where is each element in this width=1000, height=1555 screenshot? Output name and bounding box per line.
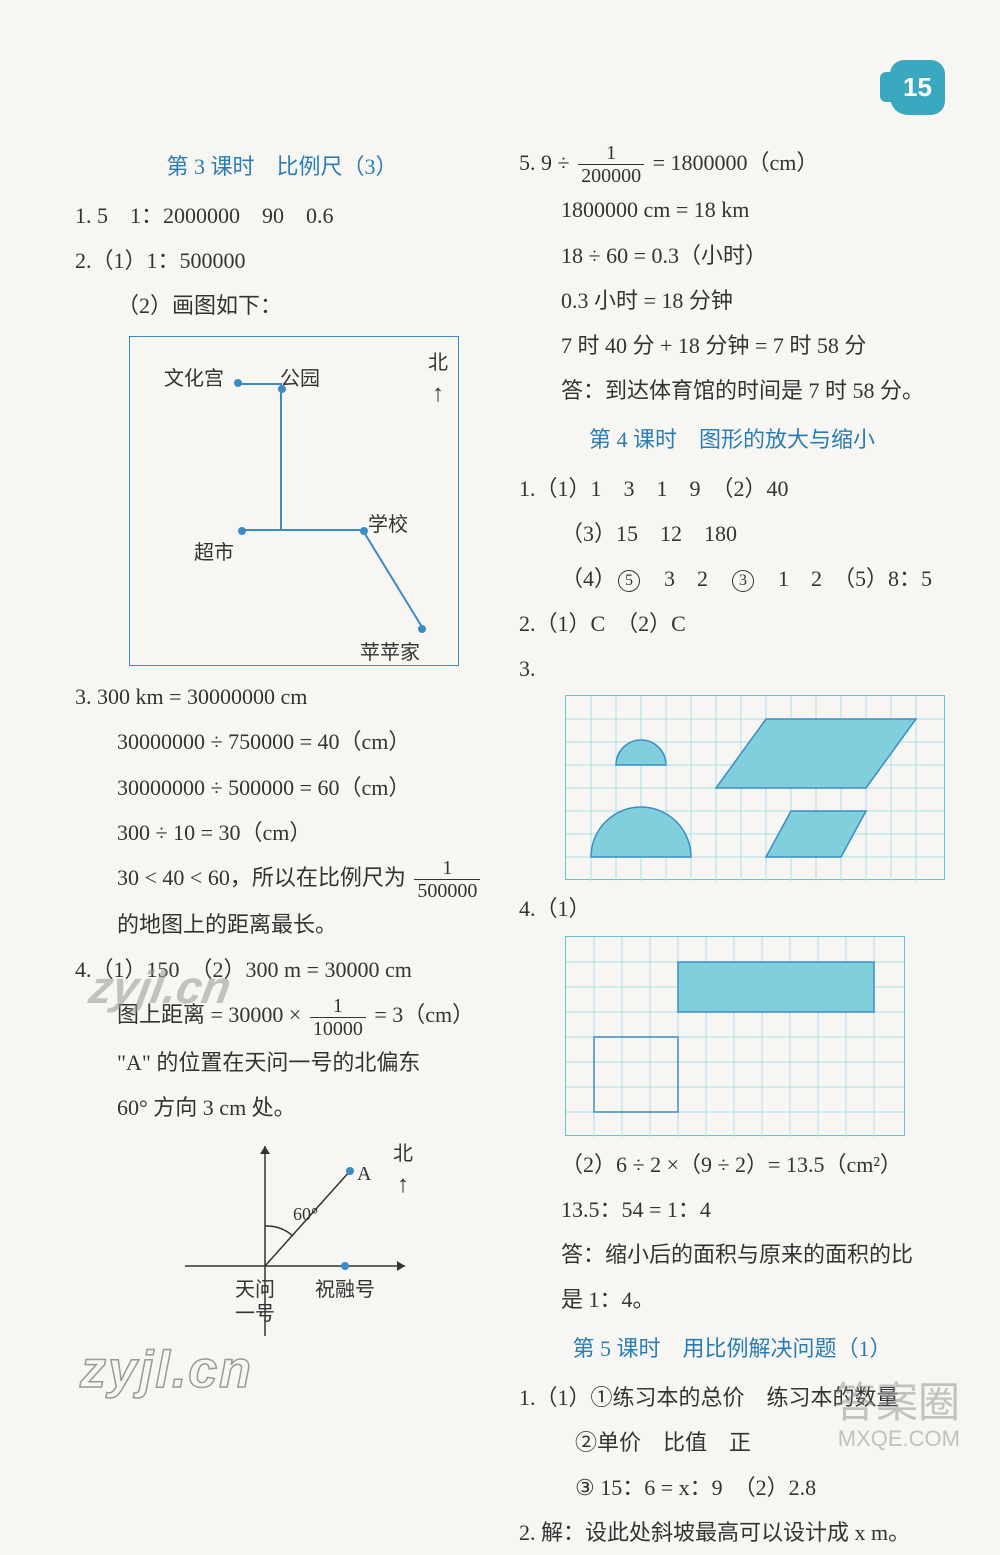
axis-diagram: 60° A 北 ↑ 天问 一号 祝融号 bbox=[175, 1136, 435, 1346]
q3-e: 30 < 40 < 60，所以在比例尺为 1500000 bbox=[75, 855, 489, 902]
map-line bbox=[280, 385, 282, 529]
zhurong-label: 祝融号 bbox=[315, 1270, 375, 1311]
watermark-mxqe: MXQE.COM bbox=[834, 1427, 960, 1451]
text: 5. 9 ÷ bbox=[519, 150, 575, 175]
right-column: 5. 9 ÷ 1200000 = 1800000（cm） 1800000 cm … bbox=[519, 140, 945, 1555]
left-column: 第 3 课时 比例尺（3） 1. 5 1：2000000 90 0.6 2.（1… bbox=[75, 140, 489, 1555]
q5-c: 18 ÷ 60 = 0.3（小时） bbox=[519, 233, 945, 278]
page-content: 第 3 课时 比例尺（3） 1. 5 1：2000000 90 0.6 2.（1… bbox=[75, 140, 945, 1555]
r1-c: （4）5 3 2 3 1 2 （5）8：5 bbox=[519, 556, 945, 601]
q3-b: 30000000 ÷ 750000 = 40（cm） bbox=[75, 719, 489, 764]
page-number-badge: 15 bbox=[890, 60, 945, 115]
grid-figure-3 bbox=[565, 695, 945, 880]
point-A: A bbox=[357, 1154, 371, 1195]
r3-label: 3. bbox=[519, 646, 945, 691]
r4-d: 答：缩小后的面积与原来的面积的比 bbox=[519, 1232, 945, 1277]
r5-2: 2. 解：设此处斜坡最高可以设计成 x m。 bbox=[519, 1510, 945, 1555]
north-label: 北 bbox=[428, 343, 448, 384]
denominator: 500000 bbox=[414, 880, 480, 902]
fraction: 1200000 bbox=[578, 142, 644, 187]
r2: 2.（1）C （2）C bbox=[519, 601, 945, 646]
q1: 1. 5 1：2000000 90 0.6 bbox=[75, 193, 489, 238]
q4-d: 60° 方向 3 cm 处。 bbox=[75, 1085, 489, 1130]
grid-svg bbox=[566, 696, 946, 881]
denominator: 10000 bbox=[310, 1018, 366, 1040]
grid-figure-4 bbox=[565, 936, 905, 1136]
q5-b: 1800000 cm = 18 km bbox=[519, 187, 945, 232]
map-line bbox=[238, 383, 282, 385]
q5-f: 答：到达体育馆的时间是 7 时 58 分。 bbox=[519, 368, 945, 413]
q3-a: 3. 300 km = 30000000 cm bbox=[75, 674, 489, 719]
lesson-4-title: 第 4 课时 图形的放大与缩小 bbox=[519, 417, 945, 462]
watermark-daanquan: 答案圈 bbox=[834, 1381, 960, 1427]
map-diag-line bbox=[362, 529, 442, 629]
map-line bbox=[240, 529, 364, 531]
fraction: 110000 bbox=[310, 995, 366, 1040]
compass-north: 北 ↑ bbox=[393, 1134, 413, 1197]
r1-b: （3）15 12 180 bbox=[519, 511, 945, 556]
q4-a: 4.（1）150 （2）300 m = 30000 cm bbox=[75, 947, 489, 992]
north-label: 北 bbox=[393, 1134, 413, 1175]
node-chaoshi: 超市 bbox=[194, 533, 234, 574]
angle-label: 60° bbox=[293, 1196, 318, 1233]
node-gongyuan: 公园 bbox=[280, 359, 320, 400]
map-diagram: 北 ↑ 文化宫 公园 超市 学校 苹苹家 bbox=[129, 336, 459, 666]
text: = 1800000（cm） bbox=[653, 150, 819, 175]
node-pingpingjia: 苹苹家 bbox=[360, 633, 420, 674]
q2-2: （2）画图如下： bbox=[75, 283, 489, 328]
circled-5: 5 bbox=[618, 570, 640, 592]
text: 1 2 （5）8：5 bbox=[756, 566, 932, 591]
q4-b: 图上距离 = 30000 × 110000 = 3（cm） bbox=[75, 992, 489, 1039]
r4-b: （2）6 ÷ 2 ×（9 ÷ 2）= 13.5（cm²） bbox=[519, 1142, 945, 1187]
compass-north: 北 ↑ bbox=[428, 343, 448, 406]
text: 30 < 40 < 60，所以在比例尺为 bbox=[117, 865, 411, 890]
r4-e: 是 1：4。 bbox=[519, 1277, 945, 1322]
numerator: 1 bbox=[578, 142, 644, 165]
fraction: 1500000 bbox=[414, 857, 480, 902]
r4-label: 4.（1） bbox=[519, 886, 945, 931]
lesson-5-title: 第 5 课时 用比例解决问题（1） bbox=[519, 1326, 945, 1371]
grid-svg bbox=[566, 937, 906, 1137]
q5-e: 7 时 40 分 + 18 分钟 = 7 时 58 分 bbox=[519, 323, 945, 368]
q3-d: 300 ÷ 10 = 30（cm） bbox=[75, 810, 489, 855]
r5-1c: ③ 15：6 = x：9 （2）2.8 bbox=[519, 1465, 945, 1510]
text: 图上距离 = 30000 × bbox=[117, 1002, 307, 1027]
q2-1: 2.（1）1：500000 bbox=[75, 238, 489, 283]
yihao-label: 一号 bbox=[235, 1294, 275, 1335]
q4-c: "A" 的位置在天问一号的北偏东 bbox=[75, 1040, 489, 1085]
numerator: 1 bbox=[414, 857, 480, 880]
circled-3: 3 bbox=[732, 570, 754, 592]
north-arrow-icon: ↑ bbox=[428, 384, 448, 406]
text: （4） bbox=[561, 566, 616, 591]
lesson-3-title: 第 3 课时 比例尺（3） bbox=[75, 144, 489, 189]
q3-f: 的地图上的距离最长。 bbox=[75, 902, 489, 947]
q3-c: 30000000 ÷ 500000 = 60（cm） bbox=[75, 765, 489, 810]
text: = 3（cm） bbox=[374, 1002, 474, 1027]
node-wenhuagong: 文化宫 bbox=[164, 359, 224, 400]
denominator: 200000 bbox=[578, 165, 644, 187]
q5-d: 0.3 小时 = 18 分钟 bbox=[519, 278, 945, 323]
text: 3 2 bbox=[642, 566, 730, 591]
north-arrow-icon: ↑ bbox=[393, 1175, 413, 1197]
numerator: 1 bbox=[310, 995, 366, 1018]
r1-a: 1.（1）1 3 1 9 （2）40 bbox=[519, 466, 945, 511]
r4-c: 13.5：54 = 1：4 bbox=[519, 1187, 945, 1232]
q5-a: 5. 9 ÷ 1200000 = 1800000（cm） bbox=[519, 140, 945, 187]
watermark-bottom: 答案圈 MXQE.COM bbox=[834, 1381, 960, 1451]
